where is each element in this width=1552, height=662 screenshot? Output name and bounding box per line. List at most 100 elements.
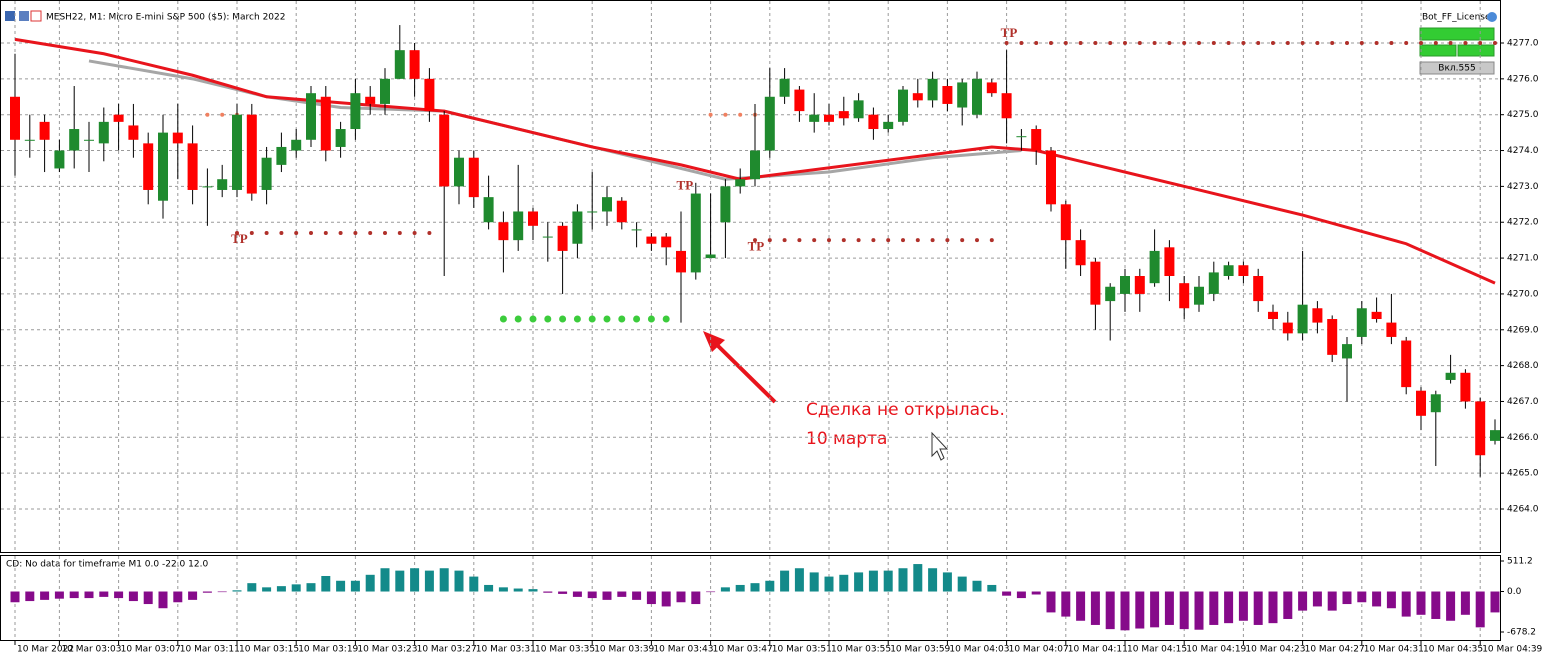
sell-button[interactable] bbox=[1457, 44, 1495, 57]
candle-body bbox=[883, 121, 894, 130]
candle-body bbox=[661, 236, 672, 248]
level-dot bbox=[945, 238, 950, 243]
level-dot bbox=[1285, 41, 1290, 45]
magic-button[interactable] bbox=[1419, 61, 1495, 75]
level-dot bbox=[1167, 41, 1172, 45]
level-dot bbox=[723, 112, 728, 117]
histogram-bar bbox=[1312, 591, 1322, 607]
candle-body bbox=[720, 186, 731, 223]
bot-icon bbox=[1487, 12, 1497, 22]
candle-body bbox=[1149, 250, 1160, 284]
histogram-bar bbox=[321, 575, 331, 592]
candle-body bbox=[1253, 276, 1264, 302]
level-dot bbox=[205, 112, 210, 117]
level-dot bbox=[1389, 41, 1394, 45]
histogram-bar bbox=[794, 568, 804, 592]
histogram-bar bbox=[1475, 591, 1485, 628]
level-dot bbox=[1093, 41, 1098, 45]
candle-body bbox=[1460, 372, 1471, 402]
level-dot bbox=[412, 230, 417, 235]
histogram-bar bbox=[276, 586, 286, 592]
histogram-bar bbox=[1401, 591, 1411, 617]
candle-body bbox=[350, 93, 361, 130]
level-dot bbox=[1019, 41, 1024, 45]
histogram-bar bbox=[365, 574, 375, 592]
level-dot bbox=[1226, 41, 1231, 45]
tp-label: TP bbox=[748, 238, 765, 253]
candle-body bbox=[365, 96, 376, 104]
cursor bbox=[931, 431, 949, 461]
tp-label: TP bbox=[231, 231, 248, 246]
candle-body bbox=[24, 139, 35, 141]
level-dot bbox=[323, 230, 328, 235]
histogram-bar bbox=[114, 591, 124, 599]
candle-body bbox=[424, 78, 435, 112]
candle-body bbox=[557, 225, 568, 251]
magic-button-label: Вкл.555 bbox=[1438, 64, 1475, 74]
level-dot bbox=[368, 230, 373, 235]
histogram-bar bbox=[1105, 591, 1115, 630]
histogram-bar bbox=[587, 591, 597, 599]
histogram-bar bbox=[1342, 591, 1352, 605]
level-dot bbox=[915, 238, 920, 243]
histogram-bar bbox=[646, 591, 656, 605]
histogram-bar bbox=[780, 570, 790, 592]
level-dot bbox=[960, 238, 965, 243]
histogram-bar bbox=[809, 572, 819, 592]
x-tick-label: 10 Mar 03:27 bbox=[417, 645, 477, 655]
trade-button[interactable] bbox=[1419, 27, 1495, 41]
histogram-bar bbox=[1416, 591, 1426, 615]
histogram-bar bbox=[1460, 591, 1470, 615]
y-tick-label: 4268.0 bbox=[1507, 361, 1539, 371]
level-dot bbox=[1345, 41, 1349, 45]
histogram-bar bbox=[928, 568, 938, 592]
histogram-bar bbox=[54, 591, 64, 599]
level-dot bbox=[930, 238, 935, 243]
annotation: Сделка не открылась. bbox=[806, 400, 1005, 420]
histogram-bar bbox=[262, 587, 272, 592]
x-tick-label: 10 Mar 03:43 bbox=[653, 645, 713, 655]
histogram-bar bbox=[513, 588, 523, 592]
level-dot bbox=[1137, 41, 1142, 45]
buy-button[interactable] bbox=[1419, 44, 1457, 57]
candle-body bbox=[587, 211, 598, 213]
candle-body bbox=[1475, 401, 1486, 456]
candle-body bbox=[1090, 261, 1101, 305]
y-tick-label: 4265.0 bbox=[1507, 469, 1539, 479]
candle-body bbox=[380, 78, 390, 104]
y-tick-label: 0.0 bbox=[1507, 587, 1522, 597]
candle-body bbox=[335, 129, 346, 147]
candle-body bbox=[1297, 304, 1308, 334]
x-tick-label: 10 Mar 03:23 bbox=[357, 645, 417, 655]
candle-body bbox=[1356, 308, 1367, 337]
level-dot bbox=[812, 238, 817, 243]
candle-body bbox=[320, 96, 331, 151]
level-dot bbox=[1271, 41, 1275, 45]
level-dot bbox=[559, 315, 567, 323]
candle-body bbox=[483, 197, 494, 223]
level-dot bbox=[427, 230, 432, 235]
histogram-bar bbox=[765, 580, 775, 592]
candle-body bbox=[1120, 276, 1130, 294]
x-tick-label: 10 Mar 2022 bbox=[17, 645, 74, 655]
level-dot bbox=[618, 315, 626, 323]
y-tick-label: 4264.0 bbox=[1507, 505, 1539, 515]
candle-body bbox=[542, 236, 553, 238]
level-dot bbox=[1108, 41, 1113, 45]
level-dot bbox=[1197, 41, 1201, 45]
candle-body bbox=[779, 78, 790, 97]
histogram-bar bbox=[217, 591, 227, 593]
candle-body bbox=[98, 121, 109, 144]
level-dot bbox=[588, 315, 596, 323]
histogram-bar bbox=[25, 591, 35, 602]
level-dot bbox=[220, 112, 225, 117]
level-dot bbox=[279, 230, 284, 235]
histogram-bar bbox=[498, 587, 508, 592]
candle-body bbox=[735, 179, 746, 187]
candle-body bbox=[468, 157, 479, 198]
candle-body bbox=[942, 86, 953, 104]
candle-body bbox=[616, 200, 627, 223]
candle-body bbox=[809, 114, 820, 122]
histogram-bar bbox=[883, 570, 893, 592]
level-dot bbox=[1448, 41, 1453, 45]
